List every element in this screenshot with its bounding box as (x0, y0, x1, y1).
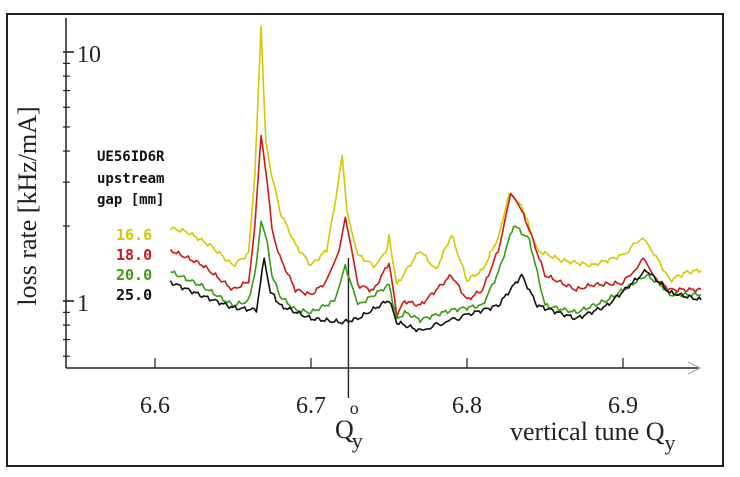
x-tick-label: 6.7 (296, 393, 326, 419)
legend-title: gap [mm] (97, 192, 164, 208)
series-lines (169, 25, 702, 333)
series-line-18-0 (169, 134, 702, 319)
legend-entry-18-0: 18.0 (116, 246, 152, 264)
legend: UE56ID6R upstream gap [mm] 16.6 18.0 20.… (97, 149, 165, 304)
series-line-20-0 (170, 220, 702, 324)
x-tick-label: 6.8 (452, 393, 482, 419)
y-axis-label: loss rate [kHz/mA] (13, 106, 42, 305)
series-line-16-6 (169, 25, 702, 285)
legend-title: UE56ID6R (97, 149, 165, 165)
figure-frame (6, 13, 724, 467)
axes (63, 18, 702, 398)
q0-marker-label: Qyo (335, 398, 363, 453)
y-tick-label: 1 (77, 291, 89, 317)
y-tick-label: 10 (77, 42, 101, 68)
legend-entry-25-0: 25.0 (116, 286, 152, 304)
legend-entry-16-6: 16.6 (116, 226, 152, 244)
x-tick-label: 6.6 (140, 393, 170, 419)
series-line-25-0 (169, 257, 702, 333)
x-tick-label: 6.9 (608, 393, 638, 419)
x-axis-label: vertical tune Qy (510, 417, 676, 455)
x-axis-arrow-icon (687, 361, 702, 375)
legend-entry-20-0: 20.0 (116, 266, 152, 284)
legend-title: upstream (97, 171, 164, 187)
